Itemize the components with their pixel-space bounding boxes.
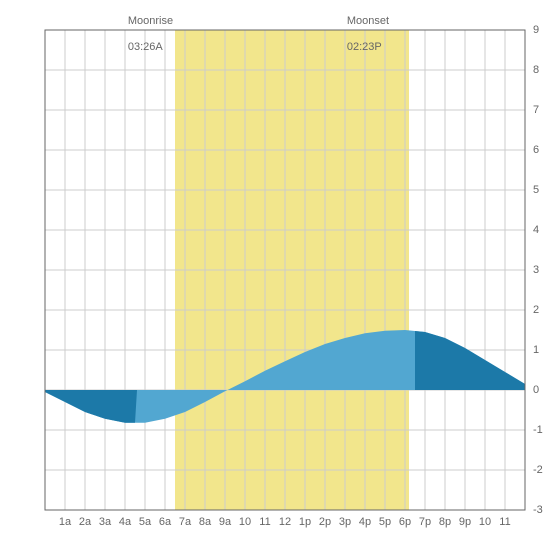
x-tick-label: 6p	[399, 516, 411, 528]
x-tick-label: 10	[239, 516, 251, 528]
y-tick-label: 5	[533, 184, 539, 196]
y-tick-label: 7	[533, 104, 539, 116]
x-tick-label: 11	[499, 516, 510, 528]
moonset-title: Moonset	[347, 15, 389, 27]
moonrise-time: 03:26A	[128, 41, 163, 53]
x-tick-label: 5p	[379, 516, 391, 528]
moonset-label: Moonset 02:23P	[335, 2, 389, 67]
moonset-time: 02:23P	[347, 41, 382, 53]
x-tick-label: 3p	[339, 516, 351, 528]
x-tick-label: 3a	[99, 516, 111, 528]
x-tick-label: 8p	[439, 516, 451, 528]
x-tick-label: 10	[479, 516, 491, 528]
x-tick-label: 2a	[79, 516, 91, 528]
y-tick-label: 3	[533, 264, 539, 276]
x-tick-label: 1p	[299, 516, 311, 528]
y-tick-label: 6	[533, 144, 539, 156]
moonrise-label: Moonrise 03:26A	[116, 2, 173, 67]
x-tick-label: 7p	[419, 516, 431, 528]
y-tick-label: 0	[533, 384, 539, 396]
x-tick-label: 1a	[59, 516, 71, 528]
x-tick-label: 9a	[219, 516, 231, 528]
y-tick-label: 2	[533, 304, 539, 316]
y-tick-label: -2	[533, 464, 543, 476]
y-tick-label: 1	[533, 344, 539, 356]
y-tick-label: -1	[533, 424, 543, 436]
x-tick-label: 9p	[459, 516, 471, 528]
x-tick-label: 11	[259, 516, 270, 528]
y-tick-label: 8	[533, 64, 539, 76]
y-tick-label: -3	[533, 504, 543, 516]
chart-canvas	[0, 0, 550, 550]
x-tick-label: 12	[279, 516, 291, 528]
y-tick-label: 9	[533, 24, 539, 36]
tide-chart: Moonrise 03:26A Moonset 02:23P 1a 2a 3a 4a 5…	[0, 0, 550, 550]
x-tick-label: 4a	[119, 516, 131, 528]
x-tick-label: 7a	[179, 516, 191, 528]
moonrise-title: Moonrise	[128, 15, 173, 27]
x-tick-label: 4p	[359, 516, 371, 528]
x-tick-label: 6a	[159, 516, 171, 528]
x-tick-label: 2p	[319, 516, 331, 528]
x-tick-label: 8a	[199, 516, 211, 528]
y-tick-label: 4	[533, 224, 539, 236]
x-tick-label: 5a	[139, 516, 151, 528]
